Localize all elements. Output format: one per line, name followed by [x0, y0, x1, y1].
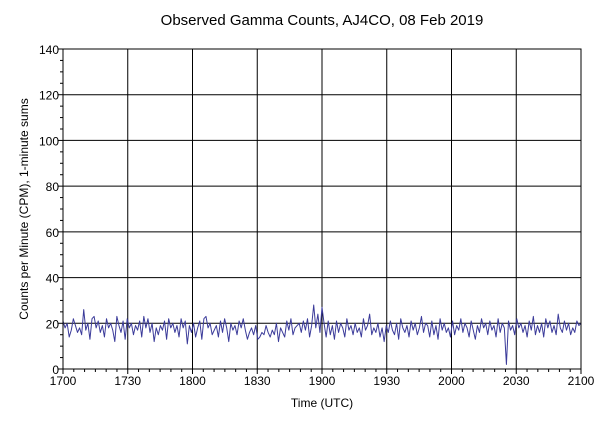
y-tick-label: 100 — [39, 134, 59, 148]
y-axis-tick-labels: 0 20 40 60 80 100 120 140 — [39, 43, 59, 377]
axis-ticks — [58, 48, 582, 374]
y-axis-label: Counts per Minute (CPM), 1-minute sums — [17, 98, 31, 319]
y-tick-label: 0 — [52, 363, 59, 377]
y-tick-label: 120 — [39, 89, 59, 103]
x-tick-label: 1700 — [50, 374, 77, 388]
x-axis-tick-labels: 1700 1730 1800 1830 1900 1930 2000 2030 2100 — [50, 374, 595, 388]
series-line-gamma-cpm — [62, 304, 582, 365]
y-tick-label: 140 — [39, 43, 59, 57]
y-tick-label: 20 — [46, 317, 60, 331]
x-axis-label: Time (UTC) — [291, 396, 353, 410]
x-tick-label: 1800 — [179, 374, 206, 388]
y-tick-label: 80 — [46, 180, 60, 194]
chart-title: Observed Gamma Counts, AJ4CO, 08 Feb 201… — [161, 12, 484, 29]
x-tick-label: 2000 — [438, 374, 465, 388]
grid-lines — [63, 49, 581, 369]
x-tick-label: 1730 — [114, 374, 141, 388]
x-tick-label: 1830 — [244, 374, 271, 388]
x-tick-label: 1900 — [309, 374, 336, 388]
x-tick-label: 2100 — [568, 374, 595, 388]
y-tick-label: 60 — [46, 226, 60, 240]
x-tick-label: 2030 — [503, 374, 530, 388]
x-tick-label: 1930 — [373, 374, 400, 388]
series-layer — [62, 304, 582, 365]
y-tick-label: 40 — [46, 272, 60, 286]
